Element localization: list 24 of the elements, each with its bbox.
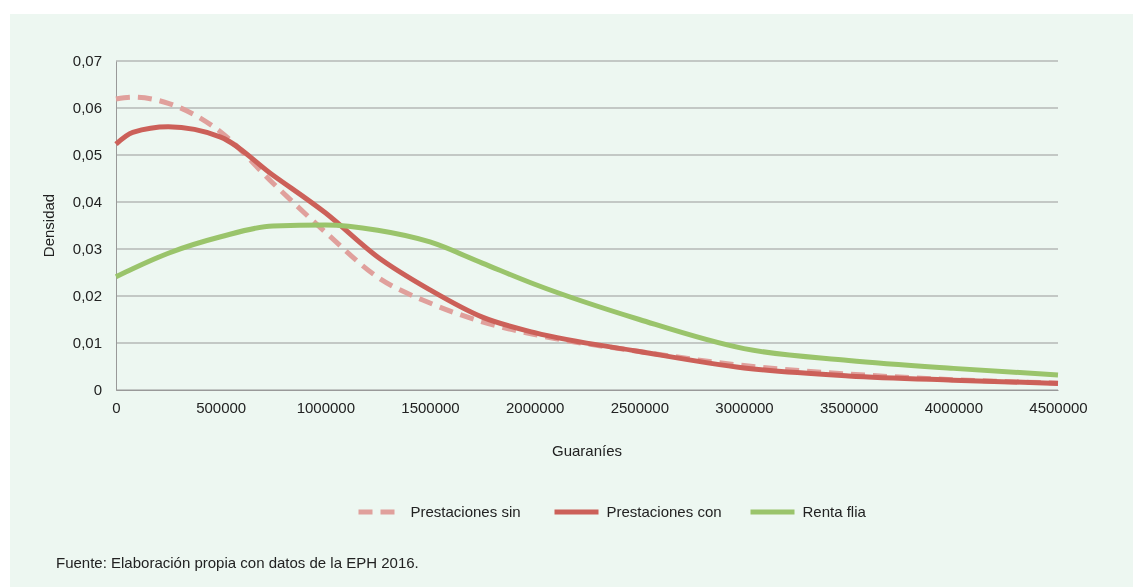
x-tick-label: 1500000 — [401, 398, 460, 416]
y-tick-label: 0,06 — [72, 99, 102, 117]
source-note: Fuente: Elaboración propia con datos de la EPH 2016. — [56, 554, 419, 571]
y-tick-label: 0,01 — [72, 334, 102, 352]
x-tick-label: 4500000 — [1029, 398, 1088, 416]
y-tick-label: 0 — [93, 381, 102, 399]
x-tick-label: 2000000 — [505, 398, 565, 416]
y-tick-label: 0,05 — [72, 146, 102, 164]
y-tick-label: 0,04 — [72, 193, 102, 211]
y-tick-label: 0,02 — [72, 287, 102, 305]
x-tick-label: 4000000 — [924, 398, 984, 416]
x-tick-label: 1000000 — [296, 398, 356, 416]
x-tick-label: 500000 — [196, 398, 247, 416]
x-axis-title: Guaraníes — [551, 442, 623, 459]
x-tick-label: 2500000 — [610, 398, 670, 416]
x-tick-label: 3500000 — [819, 398, 879, 416]
legend-label: Prestaciones con — [606, 503, 722, 520]
legend-label: Renta flia — [802, 503, 867, 520]
x-tick-label: 0 — [112, 398, 121, 416]
y-tick-label: 0,03 — [72, 240, 102, 258]
legend-label: Prestaciones sin — [410, 503, 521, 520]
y-tick-label: 0,07 — [72, 52, 102, 70]
y-axis-title: Densidad — [40, 193, 57, 258]
x-tick-label: 3000000 — [715, 398, 774, 416]
